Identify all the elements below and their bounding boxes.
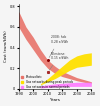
- X-axis label: Years: Years: [50, 98, 60, 102]
- Y-axis label: Cost (euro/kWh): Cost (euro/kWh): [4, 31, 8, 62]
- Text: 2008: hob
0.28 e/kWh: 2008: hob 0.28 e/kWh: [49, 35, 68, 58]
- Text: Milestone:
0.15 e/kWh: Milestone: 0.15 e/kWh: [49, 52, 68, 70]
- Legend: Photovoltaic, Gas networks during peak periods, Gas networks in normal periods: Photovoltaic, Gas networks during peak p…: [20, 75, 73, 89]
